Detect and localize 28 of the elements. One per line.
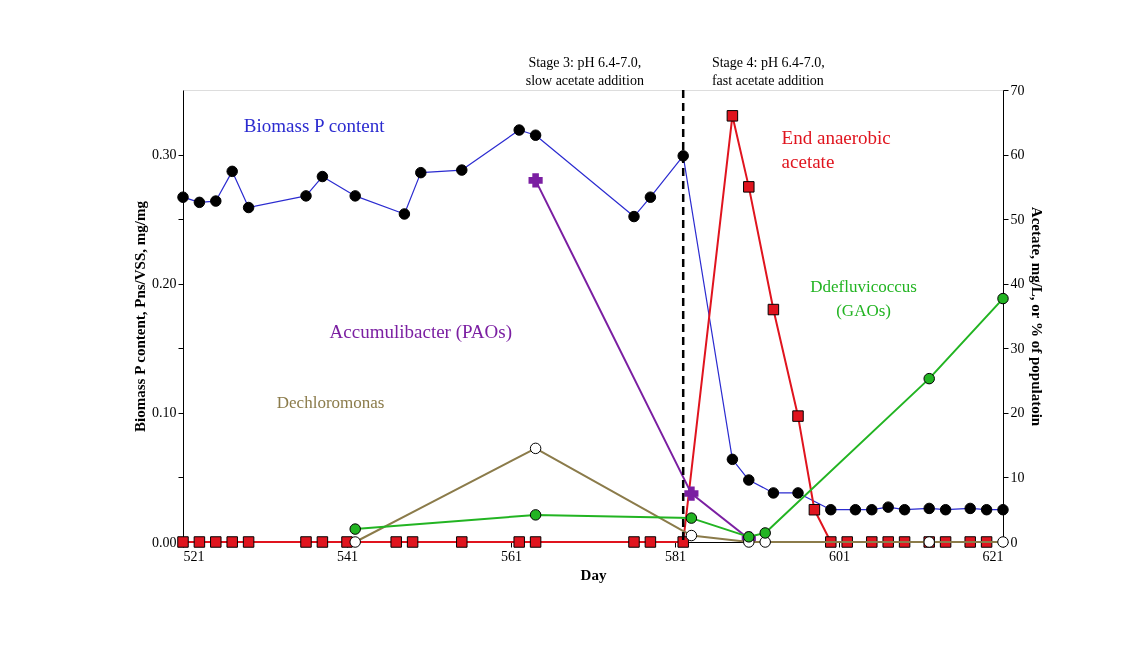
x-tick-label: 621 bbox=[982, 548, 1004, 564]
y-axis-title: Biomass P content, Pns/VSS, mg/mg bbox=[132, 200, 148, 432]
y2-tick-label: 60 bbox=[1010, 147, 1025, 163]
y2-tick-label: 10 bbox=[1010, 469, 1025, 485]
y2-axis-title: Acetate, mg/L, or % of populatoin bbox=[1028, 206, 1045, 427]
series-label: End anaerobic acetate bbox=[781, 127, 891, 173]
y2-tick-label: 0 bbox=[1010, 534, 1018, 550]
text: Accumulibacter (PAOs) bbox=[329, 321, 512, 344]
x-tick-label: 601 bbox=[829, 548, 850, 564]
y2-tick-label: 70 bbox=[1010, 82, 1025, 98]
text: Stage 4: pH 6.4-7.0, fast acetate addition bbox=[711, 54, 825, 88]
x-axis-title: Day bbox=[580, 566, 607, 583]
y2-tick-label: 30 bbox=[1010, 340, 1025, 356]
x-tick-label: 521 bbox=[183, 548, 205, 564]
text: Stage 3: pH 6.4-7.0, slow acetate addition bbox=[525, 54, 644, 88]
y2-tick-label: 20 bbox=[1010, 405, 1025, 421]
series-label: Biomass P content bbox=[243, 114, 386, 136]
y2-tick-label: 40 bbox=[1010, 276, 1025, 292]
x-tick-label: 581 bbox=[665, 548, 686, 564]
y-tick-label: 0.30 bbox=[152, 147, 177, 163]
y-tick-label: 0.10 bbox=[152, 405, 177, 421]
x-tick-label: 561 bbox=[501, 548, 522, 564]
x-tick-label: 541 bbox=[337, 548, 358, 564]
text: Ddefluvicoccus (GAOs) bbox=[810, 276, 917, 320]
y-tick-label: 0.20 bbox=[152, 276, 177, 292]
y-tick-label: 0.00 bbox=[152, 534, 177, 550]
text: Dechloromonas bbox=[276, 393, 385, 413]
y2-tick-label: 50 bbox=[1010, 211, 1025, 227]
